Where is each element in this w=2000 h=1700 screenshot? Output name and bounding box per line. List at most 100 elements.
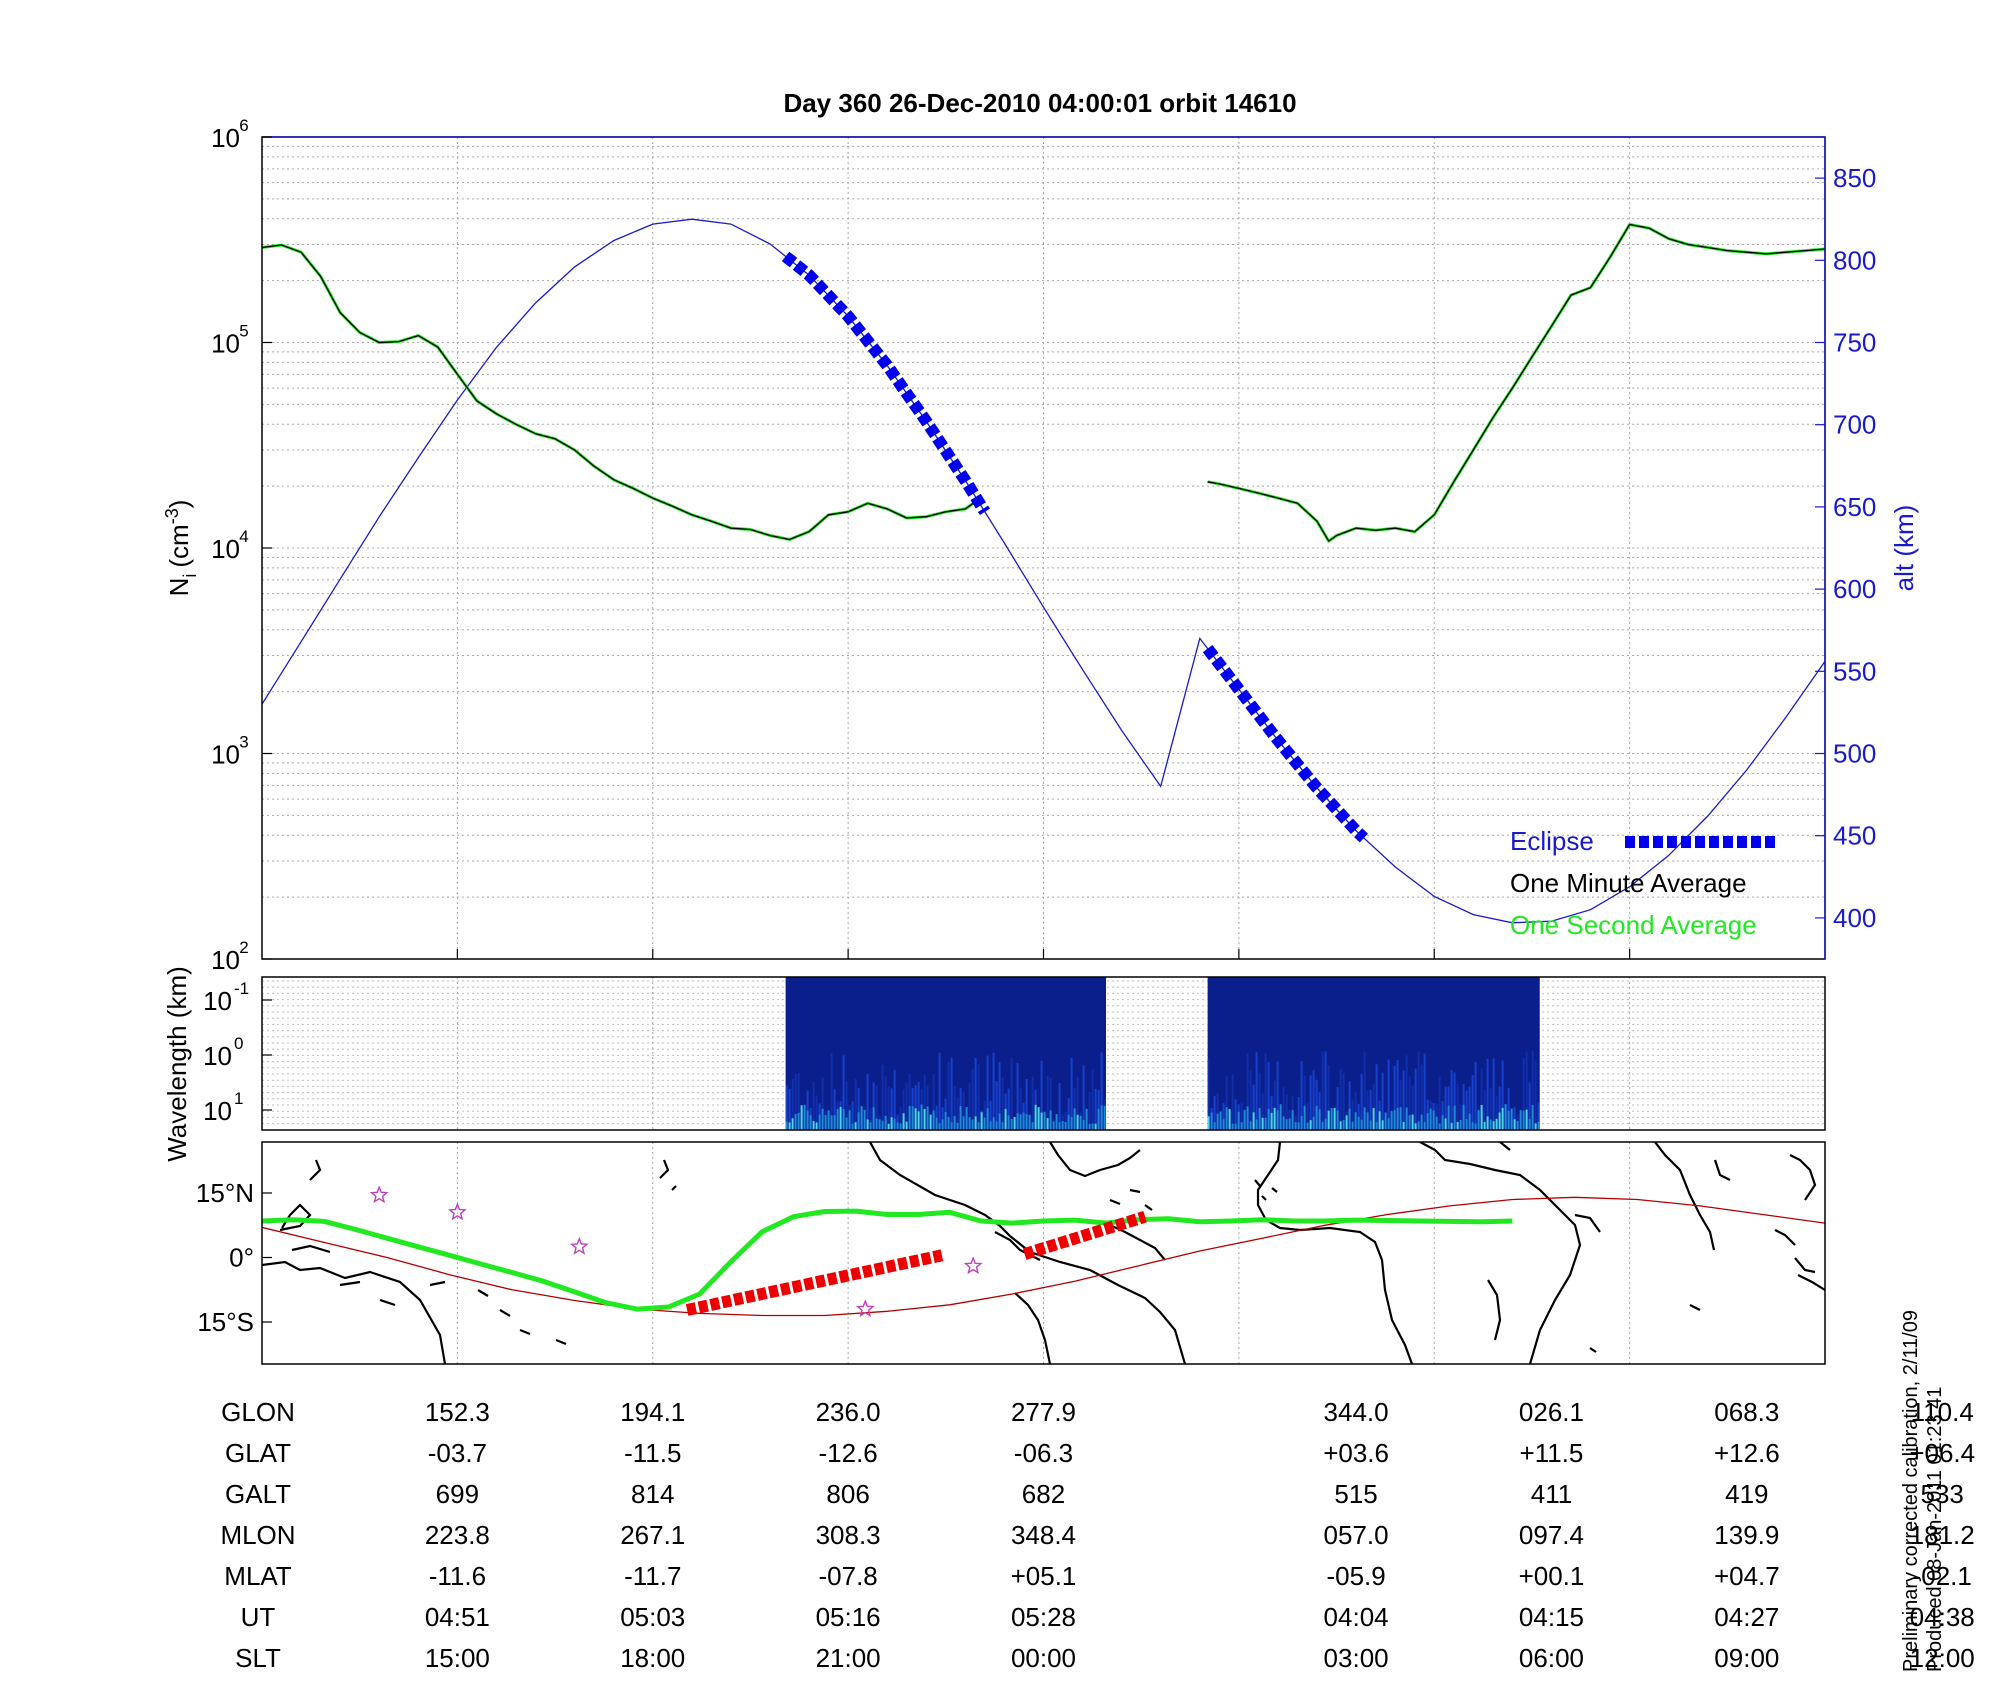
- spectrogram-column: [1207, 1116, 1210, 1130]
- spectrogram-column: [1058, 1122, 1061, 1130]
- spectrogram-column: [908, 1105, 911, 1130]
- spectrogram-column: [1501, 1060, 1504, 1130]
- table-cell: -11.7: [624, 1561, 681, 1591]
- spectrogram-column: [920, 1104, 923, 1130]
- table-cell: +11.5: [1520, 1438, 1584, 1468]
- spectrogram-column: [1282, 1087, 1285, 1130]
- spectrogram-column: [899, 1123, 902, 1130]
- spectrogram-column: [1025, 1114, 1028, 1130]
- spectrogram-column: [893, 1118, 896, 1130]
- spectrogram-column: [869, 1108, 872, 1130]
- spectrogram-column: [962, 1116, 965, 1130]
- table-cell: 026.1: [1519, 1397, 1584, 1427]
- spectrogram-column: [1088, 1123, 1091, 1130]
- spectrogram-column: [1453, 1072, 1456, 1130]
- spectrogram-column: [1016, 1113, 1019, 1130]
- spectrogram-column: [989, 1100, 992, 1130]
- spectrogram-column: [1357, 1116, 1360, 1130]
- table-cell: 04:04: [1324, 1602, 1389, 1632]
- spectrogram-column: [806, 1110, 809, 1130]
- spectrogram-column: [1070, 1057, 1073, 1130]
- table-cell: 181.2: [1910, 1520, 1975, 1550]
- table-cell: 344.0: [1324, 1397, 1389, 1427]
- table-cell: 110.4: [1911, 1397, 1974, 1427]
- spectrogram-column: [1001, 1077, 1004, 1130]
- table-cell: 267.1: [620, 1520, 685, 1550]
- spectrogram-column: [1243, 1109, 1246, 1130]
- spectrogram-column: [1528, 1082, 1531, 1130]
- spectrogram-column: [1034, 1104, 1037, 1130]
- density-label-n: N: [164, 578, 194, 597]
- spectrogram-column: [1046, 1075, 1049, 1130]
- table-cell: 05:16: [816, 1602, 881, 1632]
- spectrogram-column: [1498, 1112, 1501, 1130]
- latitude-tick-label: 15°N: [196, 1178, 254, 1208]
- spectrogram-column: [1312, 1116, 1315, 1130]
- spectrogram-column: [1495, 1118, 1498, 1130]
- altitude-tick-label: 650: [1833, 492, 1876, 522]
- spectrogram-column: [1231, 1074, 1234, 1130]
- spectrogram-column: [1270, 1112, 1273, 1130]
- table-row-header: GLON: [221, 1397, 295, 1427]
- wavelength-tick-exp: 1: [234, 1089, 243, 1108]
- ephemeris-table: GLON GLAT GALT MLON MLAT UT SLT 152.3 -03.7 699 22…: [220, 1397, 1975, 1673]
- table-row-header: SLT: [235, 1643, 281, 1673]
- spectrogram-column: [830, 1115, 833, 1130]
- spectrogram-column: [1411, 1085, 1414, 1130]
- spectrogram-column: [1492, 1121, 1495, 1130]
- spectrogram-column: [1438, 1076, 1441, 1130]
- table-cell: -11.5: [624, 1438, 681, 1468]
- spectrogram-column: [866, 1119, 869, 1130]
- spectrogram-column: [1016, 1062, 1019, 1130]
- spectrogram-column: [1252, 1112, 1255, 1130]
- spectrogram-column: [872, 1107, 875, 1130]
- spectrogram-column: [1055, 1114, 1058, 1130]
- density-axis-label: Ni (cm-3): [162, 500, 200, 597]
- spectrogram-column: [1222, 1119, 1225, 1130]
- spectrogram-column: [893, 1069, 896, 1130]
- table-cell: 223.8: [425, 1520, 490, 1550]
- spectrogram-column: [1067, 1098, 1070, 1130]
- spectrogram-column: [1091, 1069, 1094, 1130]
- spectrogram-column: [857, 1088, 860, 1130]
- spectrogram-column: [983, 1100, 986, 1130]
- spectrogram-column: [1279, 1104, 1282, 1130]
- spectrogram-column: [923, 1108, 926, 1130]
- spectrogram-column: [1007, 1088, 1010, 1130]
- spectrogram-column: [1342, 1119, 1345, 1130]
- table-row-header: GLAT: [225, 1438, 291, 1468]
- spectrogram-column: [1339, 1068, 1342, 1130]
- spectrogram-column: [1414, 1123, 1417, 1130]
- spectrogram-column: [1363, 1051, 1366, 1130]
- altitude-tick-label: 750: [1833, 328, 1876, 358]
- spectrogram-column: [1258, 1072, 1261, 1130]
- table-cell: 03:00: [1324, 1643, 1389, 1673]
- ground-track-map-panel: 15°N 0° 15°S: [196, 1141, 1826, 1365]
- spectrogram-column: [1067, 1114, 1070, 1130]
- table-cell: 814: [631, 1479, 674, 1509]
- spectrogram-column: [1300, 1061, 1303, 1130]
- table-cell: 04:15: [1519, 1602, 1584, 1632]
- spectrogram-column: [1525, 1109, 1528, 1130]
- spectrogram-column: [794, 1114, 797, 1130]
- altitude-tick-label: 850: [1833, 163, 1876, 193]
- spectrogram-column: [1381, 1072, 1384, 1130]
- spectrogram-column: [1366, 1112, 1369, 1130]
- legend-eclipse-label: Eclipse: [1510, 826, 1594, 856]
- event-star-marker: [369, 1185, 389, 1204]
- spectrogram-column: [971, 1119, 974, 1130]
- spectrogram-column: [794, 1073, 797, 1130]
- table-cell: 18:00: [620, 1643, 685, 1673]
- spectrogram-column: [1456, 1121, 1459, 1130]
- spectrogram-column: [1522, 1057, 1525, 1130]
- spectrogram-column: [1420, 1064, 1423, 1130]
- spectrogram-column: [1252, 1084, 1255, 1130]
- spectrogram-column: [1363, 1107, 1366, 1130]
- spectrogram-column: [818, 1114, 821, 1130]
- coastline-africa-europe: [1256, 1142, 1601, 1364]
- spectrogram-column: [1393, 1065, 1396, 1130]
- spectrogram-column: [1405, 1107, 1408, 1130]
- spectrogram-column: [884, 1076, 887, 1130]
- spectrogram-column: [1399, 1107, 1402, 1130]
